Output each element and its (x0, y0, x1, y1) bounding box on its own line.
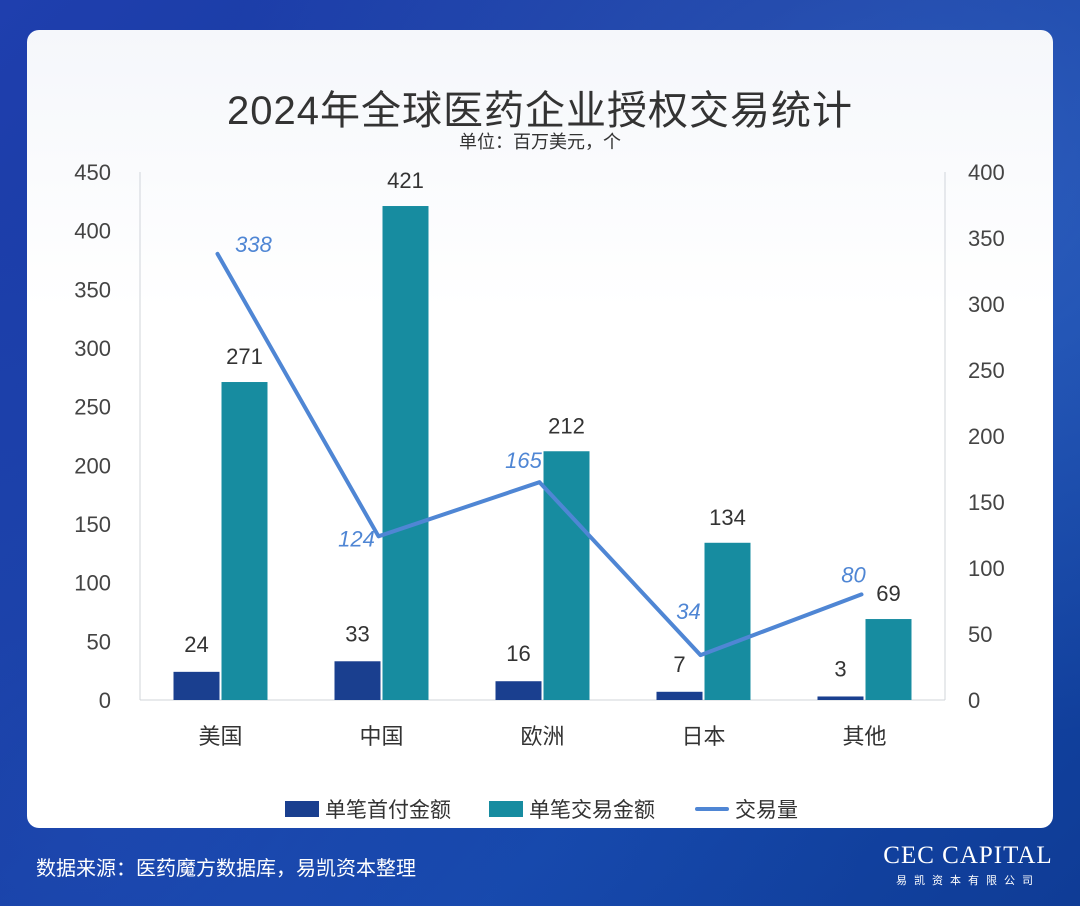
data-label-deal-1: 421 (387, 168, 424, 193)
right-axis-tick-4: 200 (968, 424, 1005, 449)
left-axis-tick-5: 250 (74, 395, 111, 420)
data-label-volume-1: 124 (338, 526, 375, 551)
legend-label-upfront: 单笔首付金额 (325, 798, 451, 822)
right-axis-tick-2: 100 (968, 556, 1005, 581)
legend-label-deal: 单笔交易金额 (529, 798, 655, 822)
left-axis-tick-4: 200 (74, 453, 111, 478)
bar-deal-3 (704, 542, 751, 700)
right-axis-tick-7: 350 (968, 226, 1005, 251)
data-source-note: 数据来源：医药魔方数据库，易凯资本整理 (36, 856, 416, 880)
data-label-deal-3: 134 (709, 505, 746, 530)
data-label-volume-3: 34 (676, 599, 700, 624)
category-label-1: 中国 (359, 725, 403, 750)
data-label-volume-4: 80 (841, 562, 866, 587)
legend-swatch-deal (489, 801, 523, 817)
bar-upfront-3 (656, 691, 703, 700)
bar-upfront-0 (173, 671, 220, 700)
data-label-upfront-1: 33 (345, 621, 369, 646)
bar-deal-1 (382, 206, 429, 700)
right-axis-tick-3: 150 (968, 490, 1005, 515)
data-label-volume-0: 338 (235, 232, 272, 257)
legend-swatch-volume (695, 807, 729, 811)
category-label-0: 美国 (198, 725, 242, 750)
bar-deal-4 (865, 619, 912, 700)
right-axis-tick-1: 50 (968, 622, 992, 647)
logo-chinese-name: 易凯资本有限公司 (896, 874, 1040, 887)
left-axis-tick-8: 400 (74, 219, 111, 244)
bar-deal-0 (221, 382, 268, 700)
left-axis-tick-9: 450 (74, 160, 111, 185)
right-axis-tick-5: 250 (968, 358, 1005, 383)
category-label-3: 日本 (681, 725, 725, 750)
legend-item-upfront: 单笔首付金额 (285, 794, 451, 824)
chart-subtitle: 单位：百万美元，个 (459, 132, 621, 152)
bar-upfront-4 (817, 696, 864, 700)
right-axis-tick-8: 400 (968, 160, 1005, 185)
legend-swatch-upfront (285, 801, 319, 817)
legend-label-volume: 交易量 (735, 798, 798, 822)
left-axis-tick-7: 350 (74, 277, 111, 302)
left-axis-tick-3: 150 (74, 512, 111, 537)
data-label-upfront-2: 16 (506, 641, 530, 666)
chart-svg: 0 50 100 150 200 250 300 350 400 450 0 50 100 150 200 2… (74, 160, 1005, 750)
category-label-2: 欧洲 (520, 725, 564, 750)
data-label-upfront-4: 3 (834, 656, 846, 681)
chart-legend: 单笔首付金额 单笔交易金额 交易量 (27, 794, 1053, 828)
left-axis-tick-2: 100 (74, 571, 111, 596)
bar-deal-2 (543, 451, 590, 700)
category-label-4: 其他 (842, 725, 886, 750)
data-label-deal-0: 271 (226, 344, 263, 369)
data-label-deal-2: 212 (548, 413, 585, 438)
data-label-deal-4: 69 (876, 581, 900, 606)
logo-wordmark: CEC CAPITAL (883, 842, 1053, 869)
data-label-upfront-0: 24 (184, 632, 208, 657)
legend-item-volume: 交易量 (695, 794, 798, 824)
volume-line (215, 251, 864, 658)
left-axis-tick-1: 50 (87, 629, 111, 654)
left-axis-tick-0: 0 (99, 688, 111, 713)
legend-item-deal: 单笔交易金额 (489, 794, 655, 824)
chart-title: 2024年全球医药企业授权交易统计 (227, 89, 853, 133)
right-axis-tick-6: 300 (968, 292, 1005, 317)
bar-upfront-2 (495, 681, 542, 700)
bar-upfront-1 (334, 661, 381, 700)
data-label-upfront-3: 7 (673, 652, 685, 677)
left-axis-tick-6: 300 (74, 336, 111, 361)
cec-capital-logo: CEC CAPITAL 易凯资本有限公司 (880, 842, 1056, 888)
right-axis-tick-0: 0 (968, 688, 980, 713)
chart-card: 2024年全球医药企业授权交易统计 单位：百万美元，个 0 50 100 150 200… (27, 30, 1053, 828)
data-label-volume-2: 165 (505, 448, 542, 473)
